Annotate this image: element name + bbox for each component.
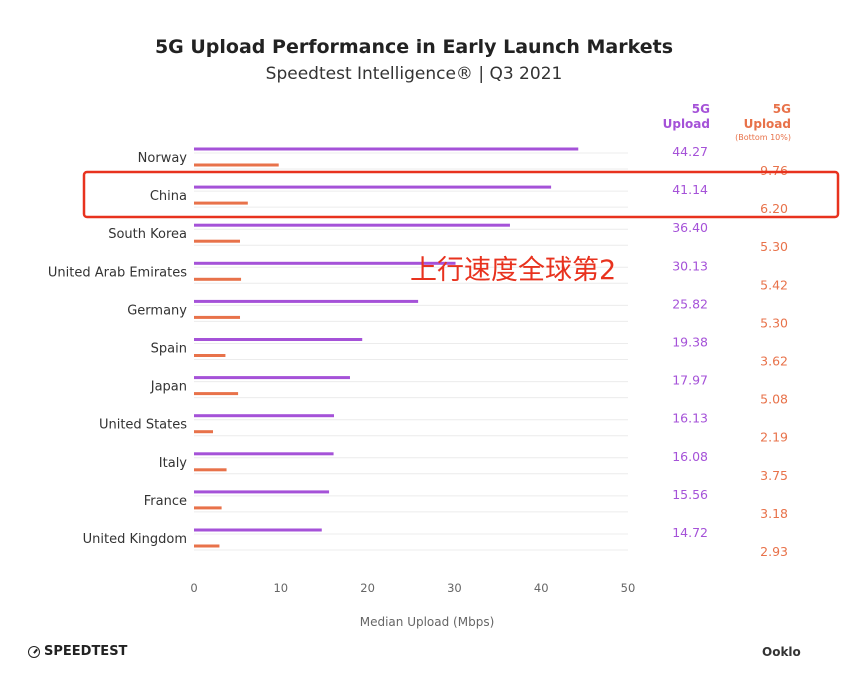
value-bottom10-spain: 3.62 xyxy=(760,354,788,369)
x-axis-ticks: 0 10 20 30 40 50 xyxy=(190,581,635,595)
bar-median-united-arab-emirates xyxy=(194,261,456,265)
value-median-norway: 44.27 xyxy=(672,144,708,159)
value-bottom10-china: 6.20 xyxy=(760,201,788,216)
bar-median-italy xyxy=(194,452,334,456)
bar-median-norway xyxy=(194,147,579,151)
category-label-united-states: United States xyxy=(99,418,187,433)
bar-bottom10-united-kingdom xyxy=(194,544,220,548)
grid-lines xyxy=(194,152,628,551)
category-label-germany: Germany xyxy=(127,303,187,318)
category-label-norway: Norway xyxy=(138,151,188,166)
col-header-median-line1: 5G xyxy=(692,102,710,116)
bar-median-united-kingdom xyxy=(194,528,322,532)
bar-bottom10-china xyxy=(194,201,248,205)
category-label-italy: Italy xyxy=(159,456,188,471)
ookla-logo: Ooklo xyxy=(762,645,801,659)
bar-median-germany xyxy=(194,299,419,303)
bar-bottom10-south-korea xyxy=(194,239,241,243)
category-label-japan: Japan xyxy=(150,380,187,395)
bars xyxy=(194,147,579,548)
value-median-italy: 16.08 xyxy=(672,449,708,464)
col-header-bottom-line2: Upload xyxy=(744,117,791,131)
value-bottom10-south-korea: 5.30 xyxy=(760,239,788,254)
col-header-bottom-line1: 5G xyxy=(773,102,791,116)
value-median-japan: 17.97 xyxy=(672,373,708,388)
category-label-france: France xyxy=(144,494,187,509)
bar-median-spain xyxy=(194,338,363,341)
value-bottom10-united-kingdom: 2.93 xyxy=(760,544,788,559)
value-median-france: 15.56 xyxy=(672,487,708,502)
category-label-spain: Spain xyxy=(151,342,187,357)
value-labels: 44.27 9.76 41.14 6.20 36.40 5.30 30.13 5.42 25.8… xyxy=(672,144,788,559)
category-label-united-arab-emirates: United Arab Emirates xyxy=(48,265,187,280)
category-label-south-korea: South Korea xyxy=(108,227,187,242)
col-header-bottom-line3: (Bottom 10%) xyxy=(735,133,791,142)
category-labels: Norway China South Korea United Arab Emirat… xyxy=(48,151,187,547)
value-median-china: 41.14 xyxy=(672,182,708,197)
x-axis-label: Median Upload (Mbps) xyxy=(360,615,495,629)
value-bottom10-germany: 5.30 xyxy=(760,315,788,330)
value-median-united-kingdom: 14.72 xyxy=(672,525,708,540)
bar-bottom10-norway xyxy=(194,163,279,167)
value-median-germany: 25.82 xyxy=(672,296,708,311)
bar-bottom10-spain xyxy=(194,354,226,357)
x-tick-50: 50 xyxy=(621,581,636,595)
highlight-box-china xyxy=(82,170,840,219)
bar-median-south-korea xyxy=(194,223,510,227)
value-bottom10-italy: 3.75 xyxy=(760,468,788,483)
bar-median-france xyxy=(194,490,330,494)
bar-median-china xyxy=(194,185,552,189)
x-tick-10: 10 xyxy=(273,581,288,595)
value-bottom10-france: 3.18 xyxy=(760,506,788,521)
bar-bottom10-germany xyxy=(194,315,241,319)
bar-median-japan xyxy=(194,376,350,380)
bar-bottom10-japan xyxy=(194,392,239,396)
x-tick-20: 20 xyxy=(360,581,375,595)
bar-bottom10-united-states xyxy=(194,430,214,434)
category-label-united-kingdom: United Kingdom xyxy=(83,532,187,547)
bar-bottom10-france xyxy=(194,506,222,510)
annotation-text: 上行速度全球第2 xyxy=(410,255,616,286)
speedtest-logo: SPEEDTEST xyxy=(28,644,127,659)
bar-median-united-states xyxy=(194,414,335,418)
value-median-united-states: 16.13 xyxy=(672,411,708,426)
bar-bottom10-united-arab-emirates xyxy=(194,277,242,281)
category-label-china: China xyxy=(150,189,187,204)
value-median-south-korea: 36.40 xyxy=(672,220,708,235)
x-tick-30: 30 xyxy=(447,581,462,595)
x-tick-0: 0 xyxy=(190,581,197,595)
value-bottom10-united-arab-emirates: 5.42 xyxy=(760,277,788,292)
value-median-united-arab-emirates: 30.13 xyxy=(672,258,708,273)
col-header-median-line2: Upload xyxy=(663,117,710,131)
speedtest-logo-text: SPEEDTEST xyxy=(44,644,128,659)
chart-title: 5G Upload Performance in Early Launch Ma… xyxy=(155,36,673,58)
bar-bottom10-italy xyxy=(194,468,227,472)
speedometer-icon xyxy=(28,645,40,658)
value-bottom10-united-states: 2.19 xyxy=(760,430,788,445)
value-bottom10-japan: 5.08 xyxy=(760,392,788,407)
x-tick-40: 40 xyxy=(534,581,549,595)
chart-subtitle: Speedtest Intelligence® | Q3 2021 xyxy=(266,64,563,84)
value-bottom10-norway: 9.76 xyxy=(760,163,788,178)
value-median-spain: 19.38 xyxy=(672,335,708,350)
